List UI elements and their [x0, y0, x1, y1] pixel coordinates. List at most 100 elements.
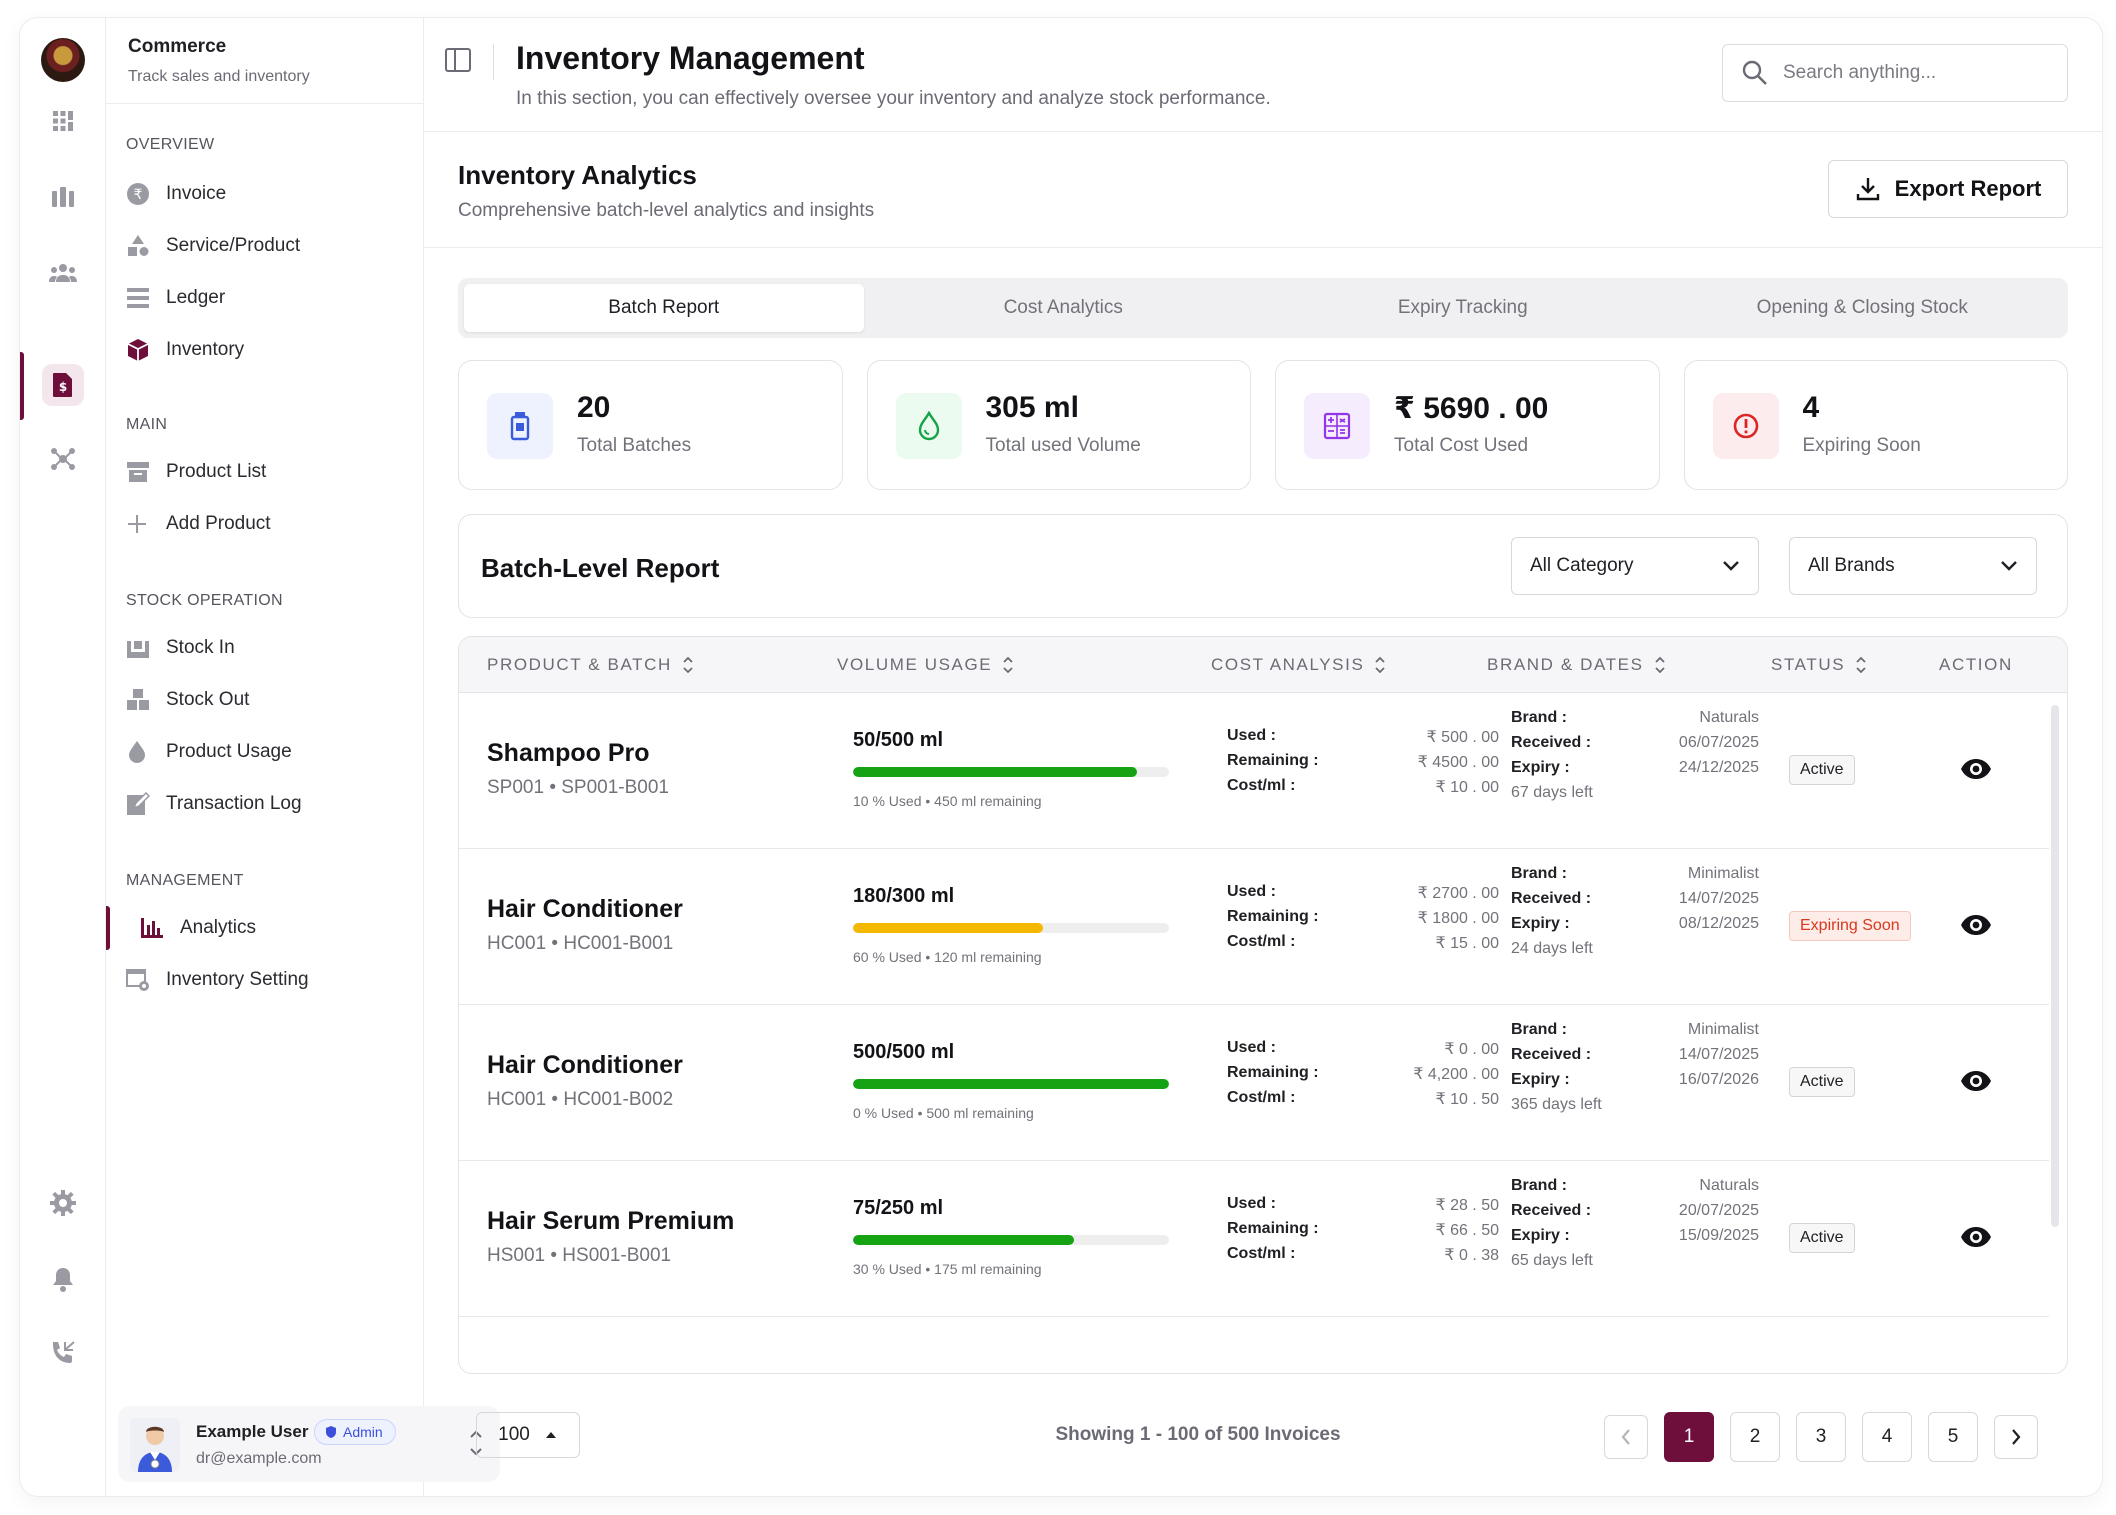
export-report-button[interactable]: Export Report	[1828, 160, 2068, 218]
calculator-icon	[1304, 393, 1370, 459]
header-product-batch[interactable]: PRODUCT & BATCH	[487, 655, 694, 675]
status-badge: Active	[1789, 1223, 1855, 1253]
view-eye-icon[interactable]	[1959, 757, 1993, 781]
sidebar-item-stock-out[interactable]: Stock Out	[126, 680, 406, 720]
product-name: Hair Conditioner	[487, 895, 683, 923]
tab-batch-report[interactable]: Batch Report	[464, 284, 864, 332]
per-page-select[interactable]: 100	[476, 1412, 580, 1458]
user-card[interactable]: Example User Admin dr@example.com	[118, 1406, 500, 1482]
received-date: 20/07/2025	[1678, 1202, 1759, 1219]
volume-progress-fill	[853, 1235, 1075, 1245]
category-select[interactable]: All Category	[1511, 537, 1759, 595]
support-phone-icon[interactable]	[42, 1332, 84, 1374]
analytics-header: Inventory Analytics Comprehensive batch-…	[424, 132, 2102, 248]
header-cost-analysis[interactable]: COST ANALYSIS	[1211, 655, 1386, 675]
view-eye-icon[interactable]	[1959, 1225, 1993, 1249]
view-eye-icon[interactable]	[1959, 913, 1993, 937]
report-tabs: Batch Report Cost Analytics Expiry Track…	[458, 278, 2068, 338]
sidebar-item-inventory-setting[interactable]: Inventory Setting	[126, 960, 406, 1000]
volume-progress-bar	[853, 1235, 1169, 1245]
header-status[interactable]: STATUS	[1771, 655, 1867, 675]
sort-icon	[1003, 656, 1013, 674]
export-label: Export Report	[1894, 176, 2042, 201]
cost-per-ml-value: ₹ 10 . 50	[1435, 1091, 1499, 1108]
report-title: Batch-Level Report	[481, 553, 720, 583]
brand-value: Minimalist	[1687, 1021, 1759, 1038]
brand-select[interactable]: All Brands	[1789, 537, 2037, 595]
next-page-button[interactable]	[1994, 1415, 2038, 1459]
brand-select-value: All Brands	[1808, 555, 1895, 576]
notifications-bell-icon[interactable]	[42, 1258, 84, 1300]
sidebar-item-analytics[interactable]: Analytics	[140, 908, 420, 948]
app-logo[interactable]	[41, 38, 85, 82]
shapes-icon	[126, 234, 166, 258]
volume-progress-bar	[853, 923, 1169, 933]
used-value: ₹ 0 . 00	[1444, 1041, 1499, 1058]
status-badge: Expiring Soon	[1789, 911, 1911, 941]
inventory-document-icon[interactable]: $	[42, 364, 84, 406]
page-button-3[interactable]: 3	[1796, 1412, 1846, 1462]
sidebar-item-product-usage[interactable]: Product Usage	[126, 732, 406, 772]
jar-icon	[487, 393, 553, 459]
catalog-icon[interactable]	[42, 176, 84, 218]
brand-label: Brand :	[1511, 709, 1567, 726]
settings-gear-icon[interactable]	[42, 1182, 84, 1224]
integrations-icon[interactable]	[42, 438, 84, 480]
page-button-4[interactable]: 4	[1862, 1412, 1912, 1462]
search-icon	[1742, 60, 1767, 85]
sidebar-item-invoice[interactable]: ₹ Invoice	[126, 174, 406, 214]
stats-cards: 20 Total Batches 305 ml Total used Volum…	[458, 360, 2068, 490]
page-button-1[interactable]: 1	[1664, 1412, 1714, 1462]
sidebar-item-label: Transaction Log	[166, 793, 302, 814]
remaining-label: Remaining :	[1227, 1220, 1319, 1237]
expiry-date: 16/07/2026	[1678, 1071, 1759, 1088]
volume-progress-fill	[853, 1079, 1169, 1089]
tab-expiry-tracking[interactable]: Expiry Tracking	[1397, 297, 1528, 318]
search-input[interactable]	[1783, 62, 2043, 84]
header-label: COST ANALYSIS	[1211, 655, 1365, 674]
brand-value: Naturals	[1699, 1177, 1759, 1194]
volume-summary: 30 % Used • 175 ml remaining	[853, 1261, 1042, 1277]
search-box[interactable]	[1722, 44, 2068, 102]
batch-code: HS001 • HS001-B001	[487, 1245, 672, 1266]
header-volume-usage[interactable]: VOLUME USAGE	[837, 655, 1014, 675]
table-scrollbar[interactable]	[2051, 705, 2059, 1227]
header-label: BRAND & DATES	[1487, 655, 1644, 674]
brand-title: Commerce	[128, 36, 227, 57]
customers-icon[interactable]	[42, 252, 84, 294]
sidebar-item-stock-in[interactable]: Stock In	[126, 628, 406, 668]
chevron-down-icon	[2001, 561, 2017, 571]
remaining-label: Remaining :	[1227, 908, 1319, 925]
view-eye-icon[interactable]	[1959, 1069, 1993, 1093]
header-brand-dates[interactable]: BRAND & DATES	[1487, 655, 1666, 675]
stat-card-total-batches: 20 Total Batches	[458, 360, 843, 490]
sidebar-item-transaction-log[interactable]: Transaction Log	[126, 784, 406, 824]
tab-cost-analytics[interactable]: Cost Analytics	[1003, 297, 1123, 318]
expiry-date: 24/12/2025	[1678, 759, 1759, 776]
remaining-value: ₹ 4,200 . 00	[1413, 1066, 1499, 1083]
prev-page-button[interactable]	[1604, 1415, 1648, 1459]
sidebar-item-ledger[interactable]: Ledger	[126, 278, 406, 318]
used-value: ₹ 2700 . 00	[1417, 885, 1499, 902]
sidebar-item-product-list[interactable]: Product List	[126, 452, 406, 492]
sidebar-item-add-product[interactable]: Add Product	[126, 504, 406, 544]
page-button-2[interactable]: 2	[1730, 1412, 1780, 1462]
sidebar-item-service-product[interactable]: Service/Product	[126, 226, 406, 266]
dashboard-icon[interactable]	[42, 100, 84, 142]
main-content: Inventory Management In this section, yo…	[424, 18, 2102, 1496]
tab-opening-closing-stock[interactable]: Opening & Closing Stock	[1756, 297, 1968, 318]
app-window: $ Commerce Track sales and inventory OVE…	[20, 18, 2102, 1496]
rupee-icon: ₹	[126, 182, 166, 206]
volume-progress-bar	[853, 767, 1169, 777]
cost-per-ml-value: ₹ 15 . 00	[1435, 935, 1499, 952]
days-left: 67 days left	[1511, 784, 1593, 801]
stat-label: Total used Volume	[985, 435, 1141, 456]
stat-value: 305 ml	[985, 391, 1079, 424]
sidebar-brand: Commerce Track sales and inventory	[106, 18, 423, 104]
page-button-5[interactable]: 5	[1928, 1412, 1978, 1462]
sidebar-toggle-icon[interactable]	[444, 46, 472, 74]
cost-per-ml-label: Cost/ml :	[1227, 1245, 1296, 1262]
header-label: STATUS	[1771, 655, 1846, 674]
sidebar-item-inventory[interactable]: Inventory	[126, 330, 406, 370]
top-bar: Inventory Management In this section, yo…	[424, 18, 2102, 132]
